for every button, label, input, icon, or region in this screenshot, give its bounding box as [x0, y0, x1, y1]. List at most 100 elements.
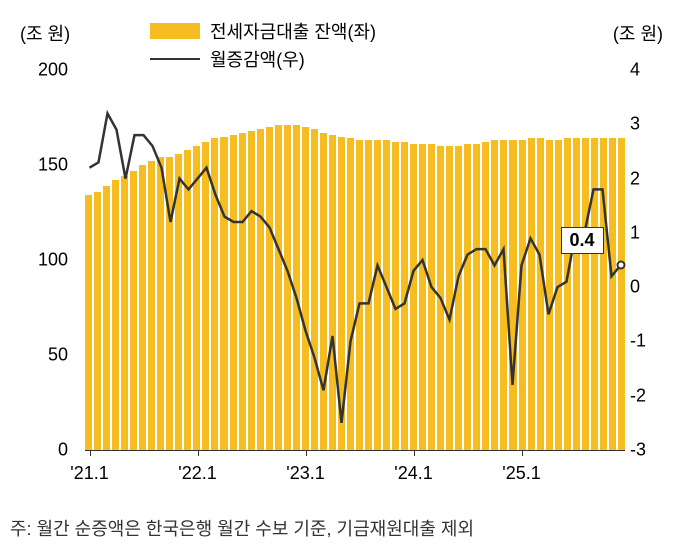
y-tick-right: 2 — [630, 168, 640, 189]
bar — [166, 157, 173, 450]
bar — [609, 138, 616, 450]
bar — [428, 144, 435, 450]
bar — [302, 127, 309, 450]
plot-area — [85, 70, 625, 450]
legend-bar-label: 전세자금대출 잔액(좌) — [210, 18, 376, 44]
x-tick: '25.1 — [502, 463, 540, 484]
bar — [618, 138, 625, 450]
bar — [320, 133, 327, 450]
x-tick: '22.1 — [178, 463, 216, 484]
bar — [257, 129, 264, 450]
bar — [248, 131, 255, 450]
bar — [121, 176, 128, 450]
bar — [94, 192, 101, 450]
bar — [374, 140, 381, 450]
bar — [193, 146, 200, 450]
x-axis-ticks: '21.1'22.1'23.1'24.1'25.1 — [85, 455, 625, 485]
bar — [356, 140, 363, 450]
bar — [103, 186, 110, 450]
x-tick-mark — [306, 450, 307, 456]
bar — [446, 146, 453, 450]
y-axis-left-ticks: 050100150200 — [0, 70, 80, 450]
bar — [130, 171, 137, 450]
bar — [311, 129, 318, 450]
bar — [85, 195, 92, 450]
bar — [184, 150, 191, 450]
bar — [573, 138, 580, 450]
bar — [347, 138, 354, 450]
bar — [464, 144, 471, 450]
bar — [383, 140, 390, 450]
bar — [528, 138, 535, 450]
bar — [148, 161, 155, 450]
bar — [365, 140, 372, 450]
x-axis-line — [85, 450, 625, 451]
y-tick-right: 4 — [630, 60, 640, 81]
y-axis-right-unit-label: (조 원) — [613, 20, 663, 46]
bar — [329, 135, 336, 450]
bar — [275, 125, 282, 450]
bar — [284, 125, 291, 450]
bar — [211, 138, 218, 450]
bar — [112, 180, 119, 450]
bar — [519, 140, 526, 450]
legend-line-label: 월증감액(우) — [210, 46, 305, 72]
bar — [220, 137, 227, 451]
legend-item-bar: 전세자금대출 잔액(좌) — [150, 18, 376, 44]
y-tick-left: 0 — [58, 440, 68, 461]
legend: 전세자금대출 잔액(좌) 월증감액(우) — [150, 18, 376, 74]
bar — [392, 142, 399, 450]
bars-layer — [85, 70, 625, 450]
chart-container: (조 원) (조 원) 전세자금대출 잔액(좌) 월증감액(우) 0 50 100 1… — [0, 0, 688, 510]
bar — [473, 144, 480, 450]
y-tick-left: 50 — [48, 345, 68, 366]
bar — [591, 138, 598, 450]
bar — [491, 140, 498, 450]
bar — [157, 157, 164, 450]
bar — [293, 125, 300, 450]
y-tick-right: 0 — [630, 277, 640, 298]
y-tick-right: -2 — [630, 385, 646, 406]
bar — [582, 138, 589, 450]
y-axis-left-unit-label: (조 원) — [20, 20, 70, 46]
y-tick-left: 200 — [38, 60, 68, 81]
legend-item-line: 월증감액(우) — [150, 46, 376, 72]
x-tick: '24.1 — [394, 463, 432, 484]
x-tick: '23.1 — [286, 463, 324, 484]
x-tick-mark — [414, 450, 415, 456]
y-tick-right: -1 — [630, 331, 646, 352]
bar — [175, 154, 182, 450]
x-tick-mark — [198, 450, 199, 456]
bar — [455, 146, 462, 450]
bar — [139, 165, 146, 450]
legend-bar-swatch — [150, 23, 200, 39]
bar — [509, 140, 516, 450]
callout-marker — [616, 261, 625, 270]
bar — [482, 142, 489, 450]
bar — [410, 144, 417, 450]
bar — [239, 133, 246, 450]
bar — [500, 140, 507, 450]
bar — [537, 138, 544, 450]
y-tick-left: 100 — [38, 250, 68, 271]
bar — [202, 142, 209, 450]
y-tick-left: 150 — [38, 155, 68, 176]
x-tick: '21.1 — [70, 463, 108, 484]
y-tick-right: -3 — [630, 440, 646, 461]
bar — [230, 135, 237, 450]
y-tick-right: 1 — [630, 222, 640, 243]
bar — [546, 140, 553, 450]
bar — [600, 138, 607, 450]
bar — [338, 137, 345, 451]
callout-label: 0.4 — [561, 227, 604, 254]
bar — [419, 144, 426, 450]
footnote: 주: 월간 순증액은 한국은행 월간 수보 기준, 기금재원대출 제외 — [10, 515, 474, 541]
y-tick-right: 3 — [630, 114, 640, 135]
bar — [401, 142, 408, 450]
bar — [266, 127, 273, 450]
bar — [555, 140, 562, 450]
x-tick-mark — [522, 450, 523, 456]
x-tick-mark — [90, 450, 91, 456]
legend-line-swatch — [150, 58, 200, 60]
bar — [564, 138, 571, 450]
